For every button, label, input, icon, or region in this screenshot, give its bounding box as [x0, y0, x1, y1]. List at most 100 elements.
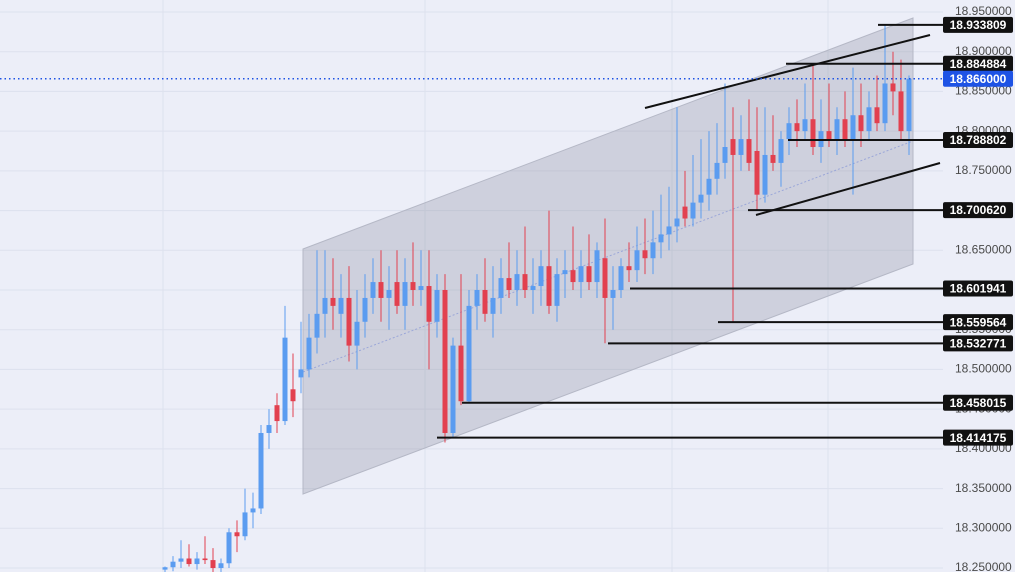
level-tag	[943, 280, 1013, 297]
candle-body	[514, 274, 520, 290]
candle-body	[506, 278, 512, 290]
candle-body	[362, 297, 368, 322]
candle-body	[898, 91, 904, 132]
candle-body	[866, 107, 872, 132]
candle-body	[794, 123, 800, 132]
candle-body	[778, 139, 784, 163]
candle-body	[562, 270, 568, 275]
candle-body	[458, 345, 464, 402]
candle-body	[706, 178, 712, 195]
candle-body	[202, 558, 208, 561]
candle-body	[266, 425, 272, 433]
candle-body	[474, 290, 480, 306]
candle-body	[602, 258, 608, 298]
channel-mid	[302, 140, 914, 373]
candle-body	[466, 305, 472, 402]
candle-body	[714, 162, 720, 179]
candle-body	[178, 558, 184, 562]
candle-body	[186, 558, 192, 565]
candle-body	[858, 115, 864, 132]
candle-body	[682, 206, 688, 219]
candle-body	[450, 345, 456, 433]
candle-body	[850, 115, 856, 140]
level-tag	[943, 132, 1013, 149]
candle-body	[194, 558, 200, 565]
candle-body	[434, 290, 440, 322]
level-tag	[943, 429, 1013, 446]
level-label: 18.458015	[950, 396, 1007, 410]
candle-body	[210, 560, 216, 569]
candle-body	[882, 83, 888, 124]
current-price-label: 18.866000	[950, 72, 1007, 86]
level-label: 18.884884	[950, 57, 1007, 71]
level-tag	[943, 394, 1013, 411]
candle-body	[234, 532, 240, 537]
level-label: 18.532771	[950, 337, 1007, 351]
trend-line	[755, 162, 941, 216]
candle-body	[690, 202, 696, 219]
candle-body	[530, 286, 536, 290]
level-tag	[943, 314, 1013, 331]
candle-body	[650, 242, 656, 259]
candle-body	[482, 290, 488, 314]
candle-body	[842, 119, 848, 140]
candle-body	[242, 512, 248, 537]
candle-body	[170, 561, 176, 568]
candle-body	[834, 119, 840, 140]
candle-body	[642, 250, 648, 259]
candle-body	[802, 119, 808, 132]
level-label: 18.933809	[950, 18, 1007, 32]
candle-body	[418, 286, 424, 290]
candle-body	[730, 139, 736, 155]
candle-body	[258, 432, 264, 509]
candle-body	[890, 83, 896, 92]
y-tick-label: 18.500000	[955, 362, 1012, 376]
candle-body	[874, 107, 880, 124]
level-label: 18.700620	[950, 203, 1007, 217]
candle-body	[490, 297, 496, 314]
level-label: 18.559564	[950, 315, 1007, 329]
candle-body	[322, 297, 328, 314]
candle-body	[162, 567, 168, 570]
candle-body	[906, 78, 912, 132]
candle-body	[274, 405, 280, 422]
candle-body	[810, 119, 816, 148]
y-tick-label: 18.650000	[955, 242, 1012, 256]
candle-body	[298, 369, 304, 378]
candle-body	[722, 147, 728, 163]
candle-body	[538, 266, 544, 287]
candle-body	[522, 274, 528, 290]
candle-body	[370, 282, 376, 298]
y-tick-label: 18.350000	[955, 481, 1012, 495]
candle-body	[738, 139, 744, 155]
candle-body	[762, 154, 768, 195]
candle-body	[354, 321, 360, 346]
candle-body	[386, 290, 392, 298]
candle-body	[570, 270, 576, 283]
y-tick-label: 18.850000	[955, 84, 1012, 98]
y-tick-label: 18.250000	[955, 560, 1012, 572]
candle-body	[394, 282, 400, 306]
candle-body	[674, 218, 680, 227]
trend-line	[644, 34, 931, 109]
candle-body	[618, 266, 624, 290]
candle-body	[554, 274, 560, 306]
candle-body	[786, 123, 792, 140]
candle-body	[282, 337, 288, 422]
candle-body	[402, 282, 408, 306]
y-tick-label: 18.300000	[955, 520, 1012, 534]
candle-body	[698, 194, 704, 203]
candle-body	[754, 150, 760, 195]
candle-body	[594, 250, 600, 283]
candle-body	[498, 278, 504, 298]
y-tick-label: 18.900000	[955, 44, 1012, 58]
candle-body	[330, 297, 336, 306]
candle-body	[826, 131, 832, 140]
candle-body	[626, 266, 632, 271]
y-tick-label: 18.750000	[955, 163, 1012, 177]
candle-body	[546, 266, 552, 306]
candle-body	[442, 290, 448, 433]
y-tick-label: 18.950000	[955, 4, 1012, 18]
level-label: 18.414175	[950, 431, 1007, 445]
